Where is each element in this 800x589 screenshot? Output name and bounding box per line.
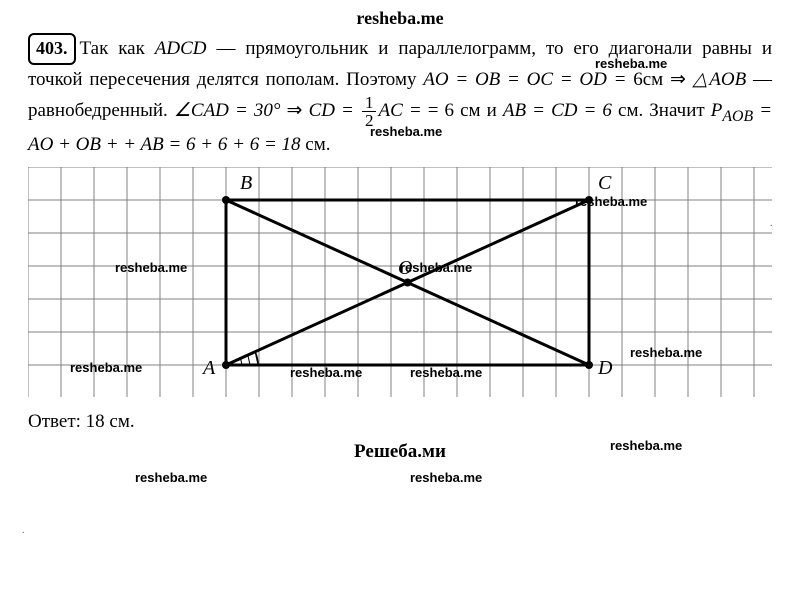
text-part4: = 6 см и bbox=[428, 100, 503, 121]
label-A: A bbox=[203, 357, 215, 380]
label-B: B bbox=[240, 172, 252, 195]
angle: ∠CAD = 30° bbox=[174, 100, 281, 121]
answer-label: Ответ: bbox=[28, 411, 86, 432]
watermark: resheba.me bbox=[410, 470, 482, 485]
watermark: resheba.me bbox=[135, 470, 207, 485]
dot-decoration: . bbox=[770, 218, 773, 229]
label-C: C bbox=[598, 172, 611, 195]
text-part: Так как bbox=[80, 38, 155, 59]
frac-den: 2 bbox=[362, 112, 377, 129]
site-header: resheba.me bbox=[0, 0, 800, 33]
frac-num: 1 bbox=[362, 94, 377, 112]
footer: Решеба.ми bbox=[0, 433, 800, 463]
geometry-diagram: A B C D O bbox=[28, 167, 772, 397]
label-D: D bbox=[598, 357, 612, 380]
label-O: O bbox=[398, 257, 412, 280]
arrow2: ⇒ bbox=[280, 100, 308, 121]
answer-line: Ответ: 18 см. bbox=[0, 397, 800, 433]
dot-decoration: . bbox=[22, 525, 25, 536]
cd: CD = bbox=[309, 100, 360, 121]
fraction: 12 bbox=[362, 94, 377, 129]
text-part5: см. Значит bbox=[612, 100, 711, 121]
diagram-svg bbox=[28, 167, 772, 397]
arrow: ⇒ bbox=[663, 69, 692, 90]
math-abcd: ADCD bbox=[155, 38, 207, 59]
solution-text: 403.Так как ADCD — прямоугольник и парал… bbox=[0, 33, 800, 159]
paob: PAOB bbox=[711, 100, 753, 121]
math-eq1: AO = OB = OC = OD = bbox=[423, 69, 633, 90]
ac: AC = bbox=[378, 100, 421, 121]
triangle: △AOB bbox=[693, 69, 747, 90]
val1: 6см bbox=[633, 69, 663, 90]
answer-value: 18 см. bbox=[86, 411, 135, 432]
ab: AB = CD = 6 bbox=[503, 100, 612, 121]
problem-number: 403. bbox=[28, 33, 76, 65]
unit: см. bbox=[301, 134, 331, 155]
